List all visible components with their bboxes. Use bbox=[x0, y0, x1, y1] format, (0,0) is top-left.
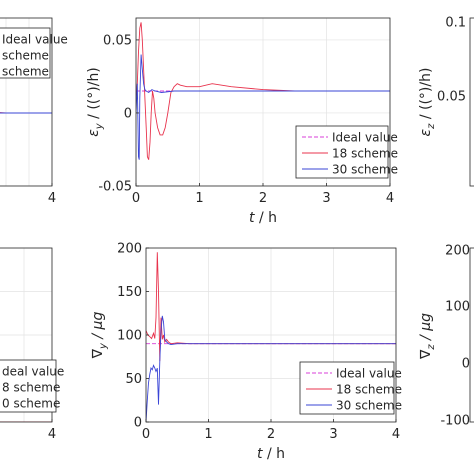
x-tick-label: 2 bbox=[259, 191, 267, 206]
legend-label: scheme bbox=[2, 65, 49, 79]
y-tick-label: 0 bbox=[462, 357, 470, 372]
x-tick-label: 3 bbox=[329, 427, 337, 442]
y-tick-label: 200 bbox=[445, 244, 470, 259]
legend: Ideal value 18 scheme 30 scheme bbox=[295, 125, 398, 179]
panel-bottom-left: 4 deal value 8 scheme 0 scheme bbox=[0, 247, 64, 442]
legend-label: Ideal value bbox=[336, 367, 402, 381]
axes-frame bbox=[469, 247, 474, 423]
y-tick-label: 150 bbox=[117, 285, 142, 300]
x-axis-label: t / h bbox=[249, 210, 277, 226]
x-axis-label: t / h bbox=[257, 446, 285, 462]
legend: deal value 8 scheme 0 scheme bbox=[0, 359, 64, 413]
x-tick-label: 4 bbox=[48, 427, 56, 442]
legend-label: deal value bbox=[2, 365, 64, 379]
x-tick-label: 2 bbox=[267, 427, 275, 442]
series-line bbox=[146, 315, 396, 422]
legend-label: 18 scheme bbox=[336, 383, 402, 397]
legend-label: scheme bbox=[2, 49, 49, 63]
panel-bottom-right: 200 100 0 -100 ∇z / μg bbox=[418, 244, 474, 429]
x-tick-label: 0 bbox=[132, 191, 140, 206]
y-axis-label: ∇y / μg bbox=[90, 312, 109, 360]
y-tick-label: 0.05 bbox=[437, 90, 466, 105]
x-tick-label: 1 bbox=[204, 427, 212, 442]
y-axis-label: εz / ((°)/h) bbox=[418, 68, 437, 137]
series-line bbox=[136, 22, 390, 160]
legend-label: 30 scheme bbox=[336, 399, 402, 413]
y-axis-label: ∇z / μg bbox=[418, 313, 437, 360]
x-tick-label: 3 bbox=[322, 191, 330, 206]
y-tick-label: 0.1 bbox=[445, 16, 466, 31]
x-tick-label: 4 bbox=[392, 427, 400, 442]
legend-label: 0 scheme bbox=[2, 397, 60, 411]
series-line bbox=[136, 54, 390, 160]
panel-top-left: 4 Ideal value scheme scheme bbox=[0, 17, 68, 206]
y-tick-label: 0 bbox=[134, 416, 142, 431]
y-tick-label: 100 bbox=[445, 300, 470, 315]
legend-label: 18 scheme bbox=[332, 147, 398, 161]
legend-label: Ideal value bbox=[2, 33, 68, 47]
legend-box bbox=[0, 27, 51, 79]
axes-frame bbox=[469, 17, 474, 187]
y-tick-label: 0 bbox=[124, 106, 132, 121]
legend-label: Ideal value bbox=[332, 131, 398, 145]
y-axis-label: εy / ((°)/h) bbox=[86, 67, 105, 137]
y-tick-label: -0.05 bbox=[98, 180, 132, 195]
legend-box bbox=[0, 359, 57, 413]
y-tick-label: 200 bbox=[117, 242, 142, 257]
axes-frame bbox=[0, 247, 53, 423]
legend-label: 8 scheme bbox=[2, 381, 60, 395]
y-tick-label: 50 bbox=[125, 372, 142, 387]
legend-label: 30 scheme bbox=[332, 163, 398, 177]
x-tick-label: 4 bbox=[386, 191, 394, 206]
y-tick-label: 100 bbox=[117, 329, 142, 344]
x-tick-label: 0 bbox=[142, 427, 150, 442]
legend: Ideal value 18 scheme 30 scheme bbox=[299, 361, 402, 415]
axes-frame bbox=[0, 17, 53, 187]
x-tick-label: 1 bbox=[195, 191, 203, 206]
y-tick-label: 0.05 bbox=[103, 33, 132, 48]
legend: Ideal value scheme scheme bbox=[0, 27, 68, 79]
x-tick-label: 4 bbox=[48, 191, 56, 206]
y-tick-label: -100 bbox=[440, 414, 470, 429]
panel-bottom-middle: 0 1 2 3 4 0 50 100 150 200 t / h ∇y / μg Ideal value… bbox=[90, 242, 402, 463]
